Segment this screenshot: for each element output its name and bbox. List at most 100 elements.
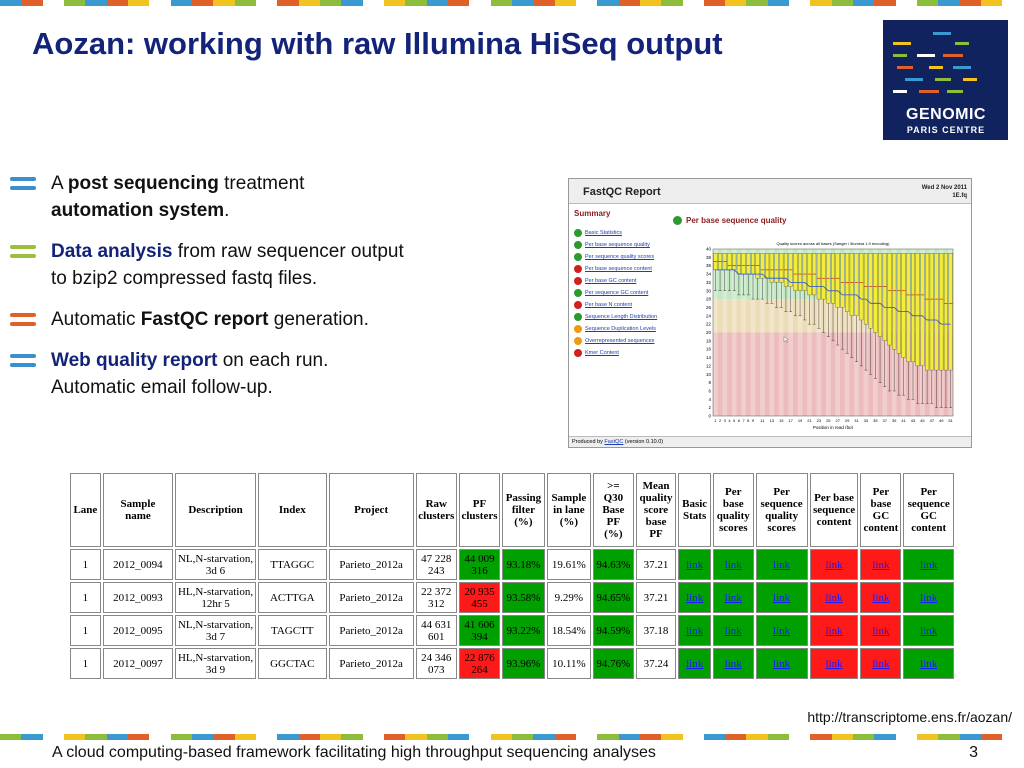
- x-tick-label: 11: [760, 418, 765, 423]
- report-link[interactable]: link: [825, 591, 843, 604]
- stripe-segment: [469, 734, 491, 740]
- q30-cell: 94.76%: [592, 648, 634, 679]
- report-link[interactable]: link: [920, 591, 938, 604]
- column-header-text: (%): [604, 528, 623, 540]
- y-tick-label: 10: [706, 372, 712, 377]
- logo-bar: [897, 66, 913, 69]
- mean-quality-cell: 37.18: [635, 615, 677, 646]
- stripe-segment: [149, 0, 171, 6]
- zone-stripe: [722, 249, 728, 416]
- sample-in-lane-cell: 9.29%: [546, 582, 591, 613]
- slide-title: Aozan: working with raw Illumina HiSeq o…: [32, 26, 723, 61]
- report-link[interactable]: link: [825, 657, 843, 670]
- report-link[interactable]: link: [825, 624, 843, 637]
- raw-clusters-cell: 44 631 601: [415, 615, 457, 646]
- column-header-text: >=: [607, 480, 620, 492]
- stripe-segment: [106, 734, 128, 740]
- fastqc-module-link[interactable]: Sequence Length Distribution: [574, 311, 670, 323]
- lane-cell-text: 1: [82, 558, 89, 571]
- stripe-segment: [895, 734, 918, 740]
- stripe-segment: [554, 0, 576, 6]
- report-link[interactable]: link: [724, 657, 742, 670]
- report-link[interactable]: link: [686, 591, 704, 604]
- lane-cell-text: 1: [82, 624, 89, 637]
- stripe-segment: [1002, 734, 1024, 740]
- report-link[interactable]: link: [686, 558, 704, 571]
- report-link[interactable]: link: [872, 591, 890, 604]
- report-link[interactable]: link: [872, 624, 890, 637]
- y-tick-label: 8: [708, 380, 711, 385]
- y-tick-label: 32: [706, 280, 712, 285]
- table-header-row: Lane Sample name Description Index Project Raw…: [70, 473, 954, 547]
- fastqc-module-link[interactable]: Per sequence GC content: [574, 287, 670, 299]
- x-tick-label: 31: [854, 418, 859, 423]
- fastqc-module-link[interactable]: Per sequence quality scores: [574, 251, 670, 263]
- sample-name-cell-text: 2012_0095: [113, 624, 163, 637]
- stripe-segment: [810, 0, 832, 6]
- fastqc-module-link[interactable]: Per base GC content: [574, 275, 670, 287]
- report-link[interactable]: link: [872, 558, 890, 571]
- quartile-box: [732, 253, 737, 271]
- pass-status-icon: [574, 313, 582, 321]
- report-link[interactable]: link: [920, 624, 938, 637]
- report-link[interactable]: link: [773, 624, 791, 637]
- stripe-segment: [0, 734, 22, 740]
- stripe-segment: [21, 0, 43, 6]
- stripe-segment: [703, 0, 726, 6]
- sample-in-lane-cell-text: 9.29%: [554, 591, 584, 604]
- stripe-segment: [341, 0, 363, 6]
- report-link[interactable]: link: [686, 624, 704, 637]
- column-header-text: content: [816, 516, 852, 528]
- y-tick-label: 26: [706, 305, 712, 310]
- report-link[interactable]: link: [773, 558, 791, 571]
- report-link[interactable]: link: [686, 657, 704, 670]
- quartile-box: [882, 253, 887, 342]
- fastqc-module-link[interactable]: Kmer Content: [574, 347, 670, 359]
- project-cell: Parieto_2012a: [328, 648, 414, 679]
- fastqc-module-link[interactable]: Sequence Duplication Levels: [574, 323, 670, 335]
- fastqc-module-link[interactable]: Per base sequence quality: [574, 239, 670, 251]
- report-link[interactable]: link: [773, 591, 791, 604]
- stripe-segment: [810, 734, 832, 740]
- column-header: Per base quality scores: [712, 473, 754, 547]
- report-link-cell: link: [678, 615, 711, 646]
- fastqc-module-link[interactable]: Per base sequence content: [574, 263, 670, 275]
- fastqc-module-link[interactable]: Per base N content: [574, 299, 670, 311]
- description-cell-text: HL,N-starvation,: [177, 651, 254, 664]
- report-link[interactable]: link: [773, 657, 791, 670]
- fastqc-module-label: Per base sequence content: [585, 266, 652, 272]
- fastqc-footer: Produced by FastQC (version 0.10.0): [569, 436, 971, 447]
- sample-in-lane-cell-text: 10.11%: [552, 657, 586, 670]
- mean-quality-cell-text: 37.18: [643, 624, 669, 637]
- x-tick-label: 23: [817, 418, 822, 423]
- stripe-segment: [85, 734, 107, 740]
- project-url[interactable]: http://transcriptome.ens.fr/aozan/: [807, 709, 1012, 725]
- report-link[interactable]: link: [825, 558, 843, 571]
- report-link-cell: link: [903, 648, 954, 679]
- bullet-text: FastQC report: [140, 309, 269, 330]
- report-link-cell: link: [712, 549, 754, 580]
- fastqc-summary-heading: Summary: [574, 209, 611, 218]
- stripe-segment: [575, 0, 598, 6]
- column-header: Sample name: [102, 473, 174, 547]
- report-link[interactable]: link: [724, 558, 742, 571]
- report-link[interactable]: link: [920, 657, 938, 670]
- report-link[interactable]: link: [920, 558, 938, 571]
- stripe-segment: [853, 0, 875, 6]
- report-link[interactable]: link: [724, 624, 742, 637]
- fastqc-module-link[interactable]: Basic Statistics: [574, 227, 670, 239]
- fastqc-module-label: Sequence Duplication Levels: [585, 326, 656, 332]
- logo-bar: [917, 54, 935, 57]
- bottom-color-stripe: [0, 734, 1024, 740]
- x-tick-label: 49: [939, 418, 944, 423]
- quartile-box: [943, 253, 948, 371]
- column-header-text: sequence: [907, 498, 950, 510]
- report-link-cell: link: [809, 549, 859, 580]
- index-cell: TAGCTT: [258, 615, 327, 646]
- bullet-list: A post sequencing treatment automation sy…: [10, 170, 490, 415]
- fastqc-module-link[interactable]: Overrepresented sequences: [574, 335, 670, 347]
- fastqc-footer-link[interactable]: FastQC: [604, 439, 624, 445]
- project-cell: Parieto_2012a: [328, 549, 414, 580]
- report-link[interactable]: link: [872, 657, 890, 670]
- report-link[interactable]: link: [724, 591, 742, 604]
